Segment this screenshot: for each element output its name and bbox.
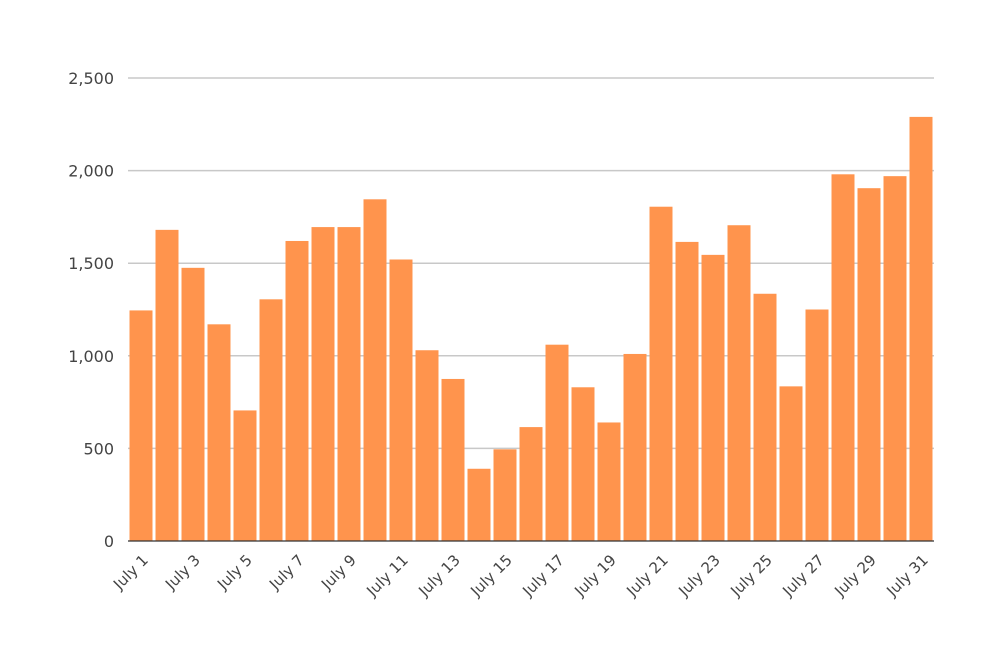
bar-july-9: [337, 227, 361, 541]
y-tick-label-500: 500: [83, 439, 114, 458]
x-tick-label-july-27: July 27: [778, 551, 827, 600]
bar-july-8: [311, 227, 335, 541]
bar-july-3: [181, 267, 205, 541]
x-tick-label-july-15: July 15: [466, 551, 515, 600]
x-tick-label-july-25: July 25: [726, 551, 775, 600]
x-tick-label-july-29: July 29: [830, 551, 879, 600]
bar-july-20: [623, 353, 647, 541]
x-tick-label-july-17: July 17: [518, 551, 567, 600]
x-tick-label-july-23: July 23: [674, 551, 723, 600]
bar-july-13: [441, 378, 465, 541]
y-tick-label-2000: 2,000: [68, 162, 114, 181]
bar-july-17: [545, 344, 569, 541]
bar-july-1: [129, 310, 153, 541]
bar-july-14: [467, 468, 491, 541]
bar-july-24: [727, 225, 751, 541]
x-tick-label-july-7: July 7: [265, 551, 308, 594]
x-axis-ticks: July 1 July 3 July 5 July 7 July 9 July 11 Jul…: [109, 551, 932, 600]
bar-july-10: [363, 199, 387, 541]
x-tick-label-july-1: July 1: [109, 551, 152, 594]
bar-july-23: [701, 254, 725, 541]
bar-july-18: [571, 387, 595, 541]
y-tick-label-1000: 1,000: [68, 347, 114, 366]
y-tick-label-1500: 1,500: [68, 254, 114, 273]
bar-july-29: [857, 188, 881, 541]
bar-july-31: [909, 116, 933, 541]
bar-july-25: [753, 293, 777, 541]
y-tick-label-0: 0: [104, 532, 114, 551]
bar-july-5: [233, 410, 257, 541]
bar-july-22: [675, 241, 699, 542]
bar-july-2: [155, 229, 179, 541]
x-tick-label-july-19: July 19: [570, 551, 619, 600]
x-tick-label-july-3: July 3: [161, 551, 204, 594]
x-tick-label-july-31: July 31: [882, 551, 931, 600]
x-tick-label-july-11: July 11: [362, 551, 411, 600]
x-tick-label-july-9: July 9: [317, 551, 360, 594]
bar-july-15: [493, 449, 517, 541]
y-tick-label-2500: 2,500: [68, 69, 114, 88]
bar-july-11: [389, 259, 413, 541]
x-tick-label-july-21: July 21: [622, 551, 671, 600]
y-axis-ticks: 0 500 1,000 1,500 2,000 2,500: [68, 69, 114, 551]
bar-july-12: [415, 350, 439, 541]
bar-july-26: [779, 386, 803, 541]
bar-july-7: [285, 240, 309, 541]
bar-july-30: [883, 176, 907, 541]
x-tick-label-july-13: July 13: [414, 551, 463, 600]
bar-july-28: [831, 174, 855, 541]
bar-july-6: [259, 299, 283, 541]
bar-july-21: [649, 206, 673, 542]
bar-layer: [129, 116, 933, 542]
bar-july-4: [207, 324, 231, 541]
x-tick-label-july-5: July 5: [213, 551, 256, 594]
bar-july-16: [519, 427, 543, 541]
bar-july-27: [805, 309, 829, 541]
bar-july-19: [597, 422, 621, 541]
